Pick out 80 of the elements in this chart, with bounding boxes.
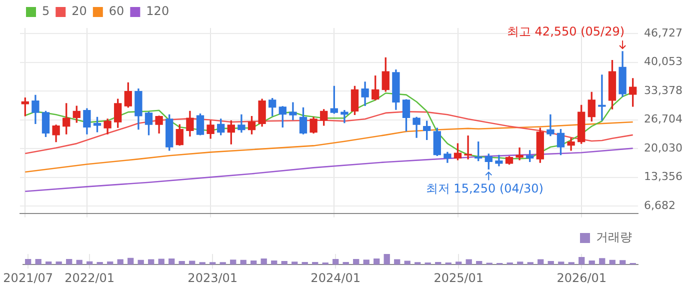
bar bbox=[394, 259, 400, 265]
y-tick-label: 40,053 bbox=[644, 55, 682, 68]
candlestick bbox=[546, 114, 554, 136]
bar bbox=[302, 262, 308, 265]
candlestick bbox=[516, 148, 524, 160]
bar bbox=[210, 262, 216, 265]
bar bbox=[281, 260, 288, 265]
bar bbox=[466, 259, 472, 265]
bar bbox=[250, 260, 257, 265]
bar bbox=[138, 260, 144, 265]
bar bbox=[271, 260, 278, 265]
bar bbox=[506, 262, 513, 265]
bar bbox=[25, 258, 32, 265]
bar bbox=[148, 259, 154, 265]
annotation: 최저 15,250 (04/30) bbox=[426, 181, 544, 196]
bar bbox=[374, 258, 380, 265]
bar bbox=[558, 262, 564, 265]
y-tick-label: 46,727 bbox=[644, 26, 682, 40]
x-tick-label: 2025/01 bbox=[434, 270, 484, 285]
candlestick bbox=[340, 110, 348, 124]
legend-label: 60 bbox=[108, 4, 124, 18]
legend-label: 거래량 bbox=[596, 230, 632, 244]
x-tick-label: 2026/01 bbox=[556, 270, 607, 285]
x-tick-label: 2024/01 bbox=[310, 270, 361, 285]
bar bbox=[168, 258, 175, 265]
bar bbox=[66, 258, 72, 265]
bar bbox=[588, 260, 595, 265]
bar bbox=[56, 262, 62, 265]
bar bbox=[199, 262, 206, 265]
bar bbox=[332, 258, 339, 265]
bar bbox=[353, 258, 360, 265]
x-tick-label: 2021/07 bbox=[3, 270, 54, 285]
bar bbox=[158, 258, 164, 265]
bar bbox=[384, 254, 390, 265]
legend-label: 5 bbox=[42, 4, 50, 18]
candlestick bbox=[598, 74, 606, 121]
x-tick-label: 2023/01 bbox=[188, 270, 238, 285]
candlestick bbox=[289, 102, 297, 120]
y-tick-label: 13,356 bbox=[644, 170, 682, 184]
bar bbox=[445, 262, 452, 265]
y-tick-label: 20,030 bbox=[644, 141, 682, 154]
bar bbox=[35, 258, 42, 265]
y-tick-label: 33,378 bbox=[644, 84, 682, 97]
bar bbox=[96, 262, 103, 265]
bar bbox=[260, 258, 267, 265]
bar bbox=[599, 258, 606, 265]
bar bbox=[128, 258, 134, 265]
bar bbox=[517, 262, 524, 265]
candlestick bbox=[464, 135, 472, 160]
bar bbox=[220, 262, 226, 265]
bar bbox=[107, 262, 114, 265]
bar bbox=[240, 260, 246, 265]
bar bbox=[538, 259, 544, 265]
bar bbox=[178, 260, 185, 265]
x-tick-label: 2022/01 bbox=[64, 270, 115, 285]
bar bbox=[230, 260, 236, 265]
annotation: 최고 42,550 (05/29) bbox=[506, 24, 625, 39]
bar bbox=[435, 262, 442, 265]
y-tick-label: 6,682 bbox=[644, 199, 676, 212]
bar bbox=[609, 260, 616, 265]
bar bbox=[578, 256, 585, 265]
bar bbox=[363, 260, 370, 265]
bar bbox=[424, 262, 431, 265]
bar bbox=[292, 262, 298, 265]
bar bbox=[76, 260, 82, 265]
bar bbox=[527, 262, 534, 265]
bar bbox=[342, 262, 349, 265]
bar bbox=[456, 262, 462, 265]
y-tick-label: 26,704 bbox=[644, 112, 682, 126]
bar bbox=[322, 262, 328, 265]
bar bbox=[476, 260, 482, 265]
bar bbox=[568, 262, 574, 265]
legend-label: 20 bbox=[72, 4, 87, 18]
bar bbox=[620, 260, 626, 265]
bar bbox=[117, 259, 124, 265]
bar bbox=[414, 262, 421, 265]
bar bbox=[312, 262, 318, 265]
bar bbox=[46, 262, 52, 265]
bar bbox=[548, 260, 554, 265]
legend-label: 120 bbox=[146, 4, 170, 18]
